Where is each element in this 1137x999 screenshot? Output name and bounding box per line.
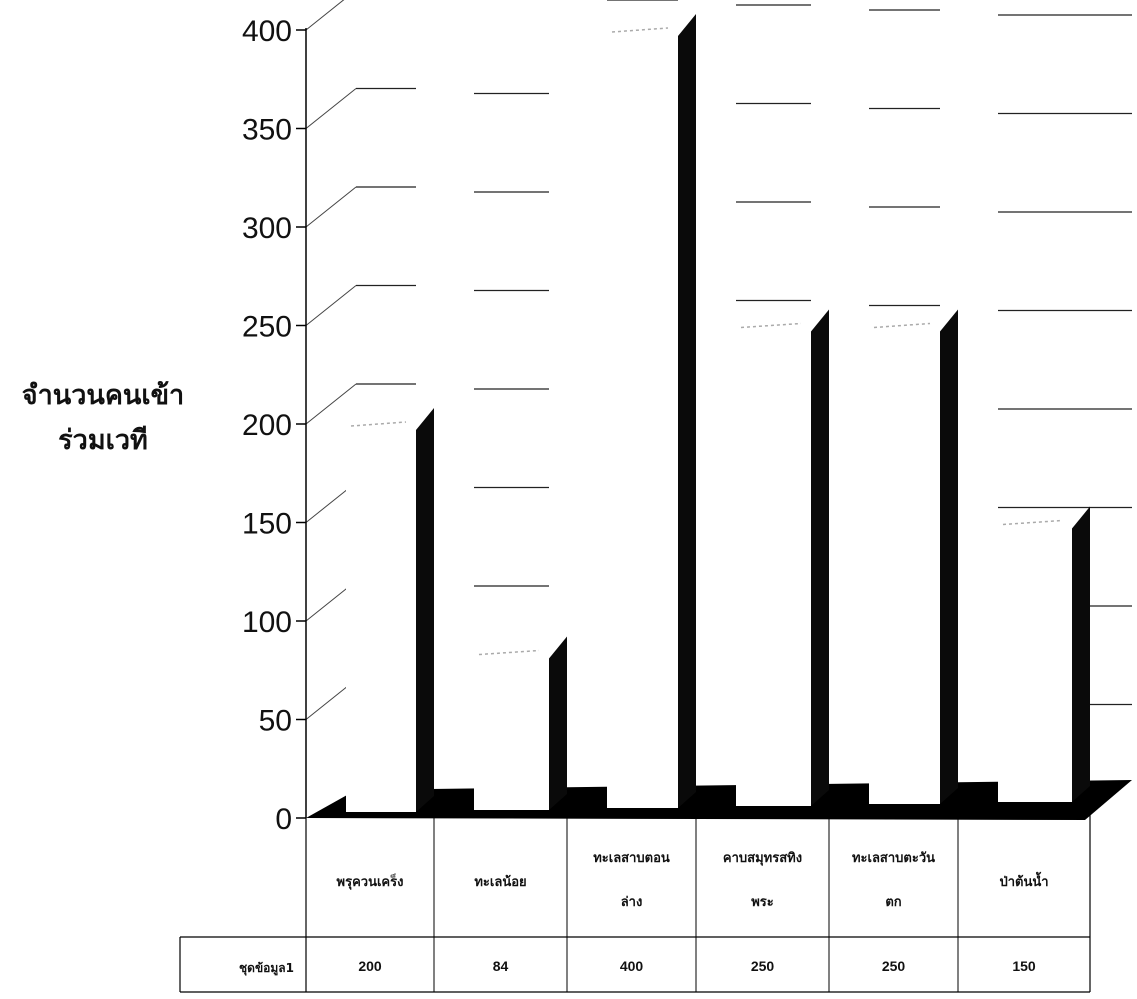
bar-front [869,325,940,804]
gridline-diagonal [305,285,357,326]
category-label: ทะเลน้อย [474,874,526,890]
category-label: ตก [885,895,901,910]
y-axis-title-line: จำนวนคนเข้า [22,380,184,411]
bars [306,14,1132,820]
gridline-diagonal [305,383,357,425]
data-table-value: 250 [882,958,906,974]
gridline-diagonal [305,186,357,228]
y-tick-label: 50 [259,705,292,738]
y-tick-label: 150 [242,508,292,541]
y-tick-label: 250 [242,311,292,344]
y-axis: 0 50 100 150 200 250 300 350 400 [242,15,307,836]
y-axis-title-line: ร่วมเวที [58,425,148,456]
category-label: พรุควนเคร็ง [337,872,404,890]
bar-side [940,309,958,804]
bar-front [607,30,678,808]
category-label: ทะเลสาบตอน [593,851,670,866]
y-tick-label: 100 [242,606,292,639]
bar-top-edge [478,649,540,656]
bar-side [678,14,696,808]
y-tick-label: 350 [242,114,292,147]
bar-top-edge [1002,519,1063,526]
bar-side [416,408,434,812]
category-label: ป่าต้นน้ำ [999,871,1048,890]
gridline-diagonal [305,0,345,31]
category-label: ล่าง [621,895,643,910]
data-table-value: 84 [493,958,509,974]
bar-side [1072,506,1090,802]
bar-front [346,424,416,812]
data-table-value: 400 [620,958,644,974]
category-label: คาบสมุทรสทิง [723,851,802,866]
data-table-value: 250 [751,958,775,974]
category-label: พระ [751,895,774,910]
bar-front [736,325,811,806]
gridline-diagonal [305,88,357,129]
bar-top-edge [740,322,802,329]
bar-side [811,309,829,806]
bar-front [998,522,1072,802]
data-table-value: 200 [358,958,382,974]
category-label: ทะเลสาบตะวัน [852,851,935,866]
y-tick-label: 300 [242,212,292,245]
series-name: ชุดข้อมูล1 [239,961,294,976]
y-tick-label: 400 [242,15,292,48]
bar-side [549,636,567,810]
y-axis-title: จำนวนคนเข้าร่วมเวที [22,380,184,456]
data-table-value: 150 [1012,958,1036,974]
bar-front [474,652,549,810]
y-tick-label: 200 [242,409,292,442]
y-tick-label: 0 [275,803,292,836]
